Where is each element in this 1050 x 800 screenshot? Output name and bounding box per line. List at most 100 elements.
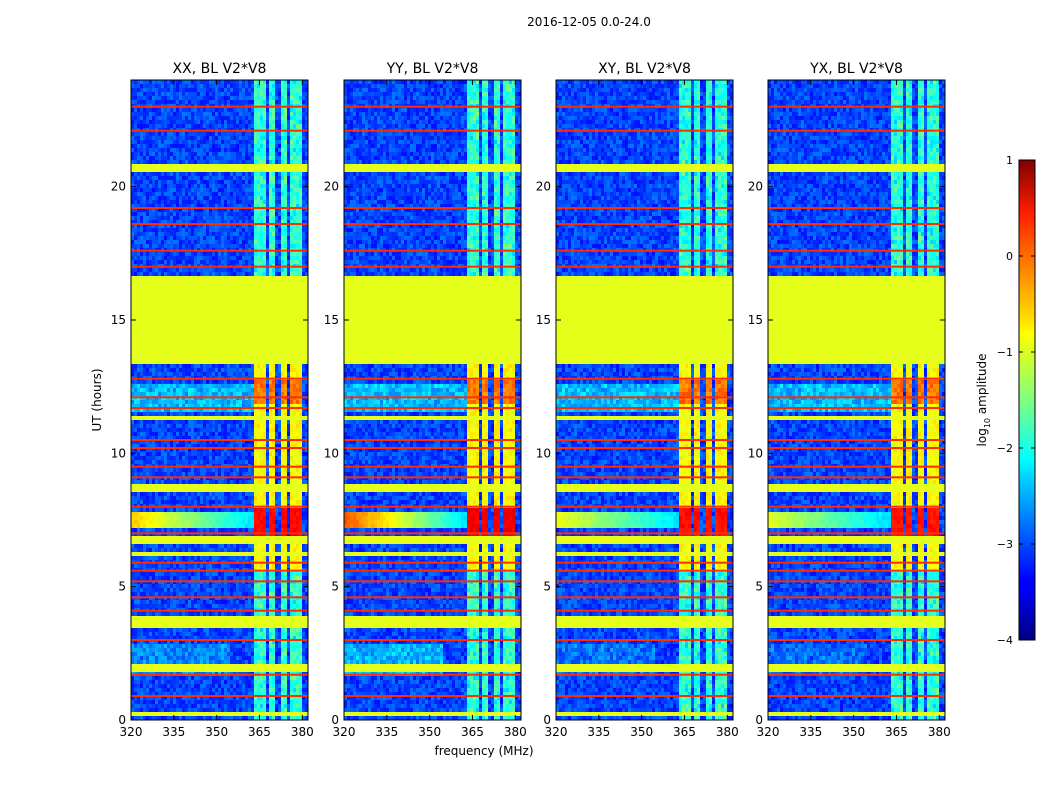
rfi-line [131, 465, 308, 468]
rfi-line [131, 569, 308, 572]
panel-1: XX, BL V2*V8 320 335 350 365 380 0 5 10 15 20 [111, 61, 314, 739]
x-tick-label: 365 [885, 725, 908, 739]
rfi-line [131, 695, 308, 697]
rfi-line [344, 695, 521, 697]
rfi-line [768, 596, 945, 599]
x-axis-label: frequency (MHz) [434, 744, 533, 758]
rfi-line [768, 396, 945, 399]
rfi-line [768, 695, 945, 697]
panel-heatmap [768, 80, 945, 720]
rfi-line [131, 673, 308, 676]
y-tick-label: 15 [324, 313, 339, 327]
colorbar-tick-label: −3 [997, 538, 1013, 551]
rfi-line [131, 609, 308, 612]
rfi-line [556, 673, 733, 676]
rfi-line [131, 377, 308, 380]
x-tick-label: 380 [504, 725, 527, 739]
rfi-line [768, 580, 945, 583]
rfi-line [556, 249, 733, 252]
panel-heatmap [556, 80, 733, 720]
rfi-line [344, 609, 521, 612]
y-tick-label: 20 [111, 180, 126, 194]
x-tick-label: 380 [291, 725, 314, 739]
rfi-line [556, 476, 733, 479]
rfi-line [131, 249, 308, 252]
panel-frame [555, 79, 734, 721]
x-tick-label: 350 [418, 725, 441, 739]
rfi-line [768, 265, 945, 268]
rfi-line [556, 465, 733, 468]
rfi-line [556, 439, 733, 441]
x-tick-label: 320 [120, 725, 143, 739]
rfi-line [768, 639, 945, 641]
rfi-line [556, 129, 733, 132]
x-tick-label: 320 [757, 725, 780, 739]
rfi-line [344, 439, 521, 441]
rfi-line [131, 439, 308, 441]
rfi-line [344, 476, 521, 479]
rfi-line [556, 561, 733, 564]
rfi-line [556, 447, 733, 449]
rfi-line [768, 673, 945, 676]
rfi-line [131, 129, 308, 132]
rfi-line [768, 561, 945, 564]
rfi-line [556, 207, 733, 209]
colorbar-tick-label: −1 [997, 346, 1013, 359]
rfi-line [131, 505, 308, 508]
rfi-line [131, 561, 308, 564]
colorbar-tick-label: −2 [997, 442, 1013, 455]
y-tick-label: 15 [536, 313, 551, 327]
panel-title: XY, BL V2*V8 [598, 61, 691, 77]
rfi-line [344, 639, 521, 641]
rfi-line [768, 465, 945, 468]
y-tick-label: 20 [324, 180, 339, 194]
rfi-line [131, 580, 308, 583]
rfi-line [768, 407, 945, 409]
rfi-line [768, 569, 945, 572]
rfi-line [556, 695, 733, 697]
rfi-line [344, 569, 521, 572]
rfi-line [131, 476, 308, 479]
y-tick-label: 0 [118, 713, 126, 727]
colorbar-gradient [1018, 159, 1036, 641]
rfi-line [556, 265, 733, 268]
rfi-line [768, 476, 945, 479]
rfi-line [131, 396, 308, 399]
rfi-line [768, 105, 945, 108]
y-tick-label: 20 [536, 180, 551, 194]
rfi-line [344, 673, 521, 676]
rfi-line [556, 396, 733, 399]
rfi-line [768, 249, 945, 252]
x-tick-label: 380 [716, 725, 739, 739]
rfi-line [344, 105, 521, 108]
x-tick-label: 365 [248, 725, 271, 739]
rfi-line [344, 580, 521, 583]
x-tick-label: 365 [461, 725, 484, 739]
rfi-line [556, 596, 733, 599]
colorbar-tick-label: −4 [997, 634, 1013, 647]
y-tick-label: 5 [331, 580, 339, 594]
rfi-line [556, 407, 733, 409]
rfi-line [768, 532, 945, 535]
y-tick-label: 5 [755, 580, 763, 594]
x-tick-label: 320 [545, 725, 568, 739]
rfi-line [556, 639, 733, 641]
x-tick-label: 350 [205, 725, 228, 739]
x-tick-label: 320 [333, 725, 356, 739]
rfi-line [131, 223, 308, 225]
colorbar-label: log10 amplitude [975, 354, 992, 447]
rfi-line [768, 447, 945, 449]
panel-2: YY, BL V2*V8 320 335 350 365 380 0 5 10 15 20 [324, 61, 527, 739]
x-tick-label: 350 [630, 725, 653, 739]
rfi-line [344, 223, 521, 225]
rfi-line [344, 505, 521, 508]
y-tick-label: 15 [748, 313, 763, 327]
rfi-line [556, 580, 733, 583]
y-tick-label: 15 [111, 313, 126, 327]
y-tick-label: 10 [111, 446, 126, 460]
colorbar: 1 0 −1 −2 −3 −4 log10 amplitude [975, 154, 1036, 647]
x-tick-label: 335 [375, 725, 398, 739]
y-tick-label: 0 [331, 713, 339, 727]
rfi-line [344, 447, 521, 449]
